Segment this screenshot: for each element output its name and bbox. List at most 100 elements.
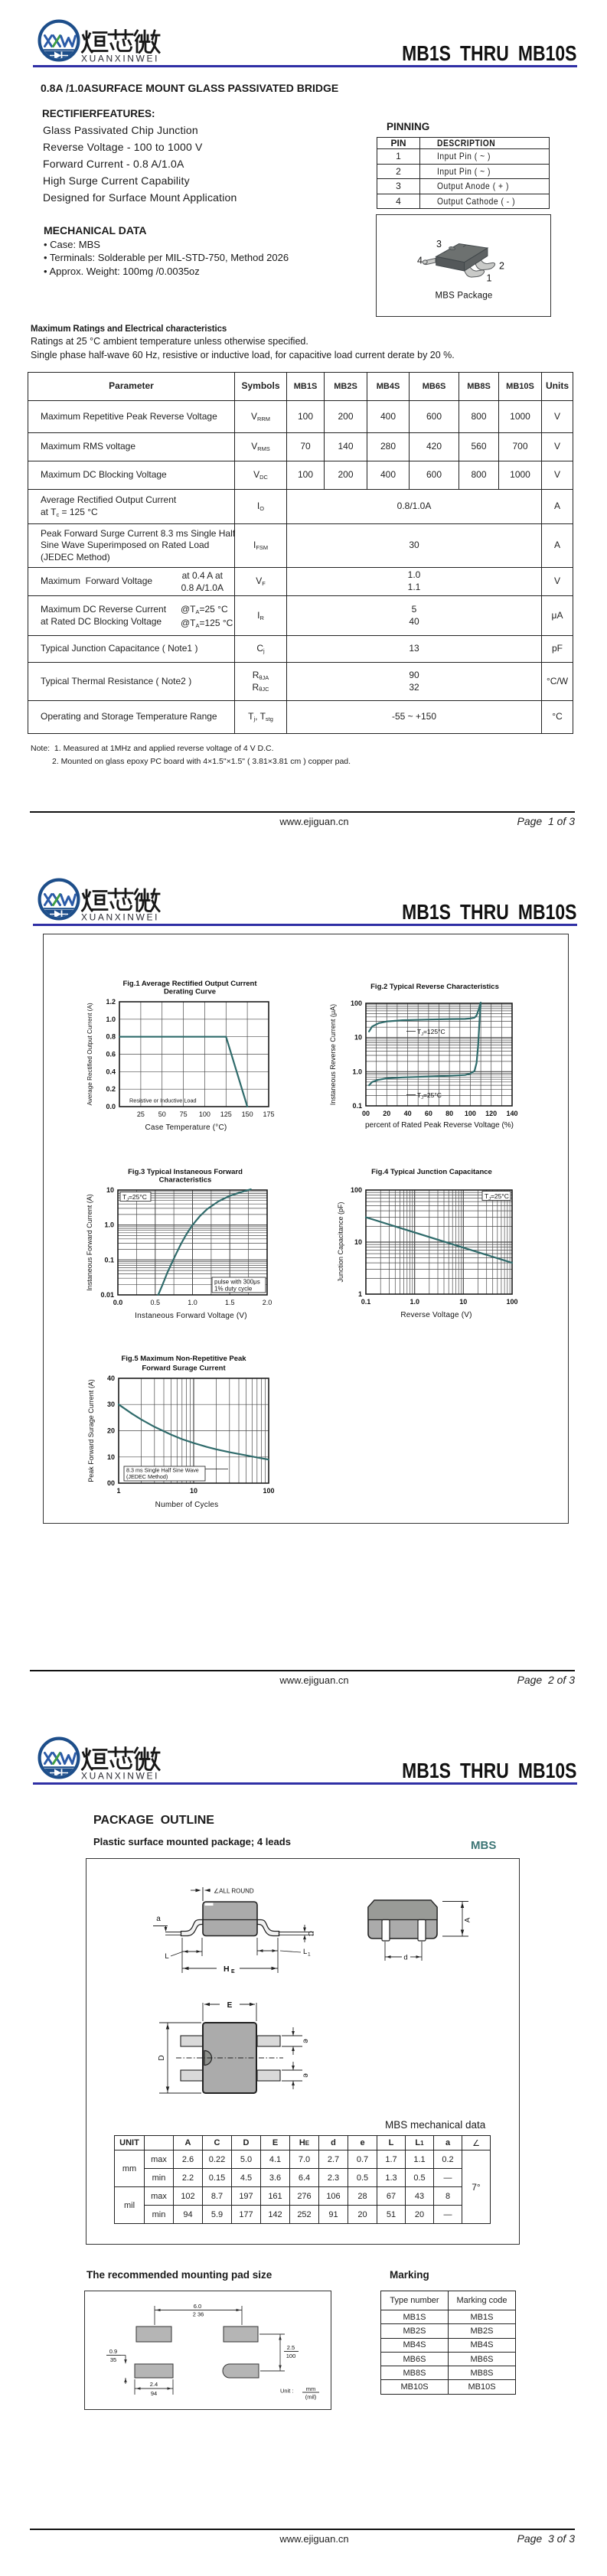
svg-text:1: 1	[308, 1952, 311, 1958]
svg-text:10: 10	[459, 1298, 467, 1306]
svg-text:0.6: 0.6	[106, 1051, 116, 1058]
svg-text:20: 20	[107, 1427, 115, 1435]
svg-text:10: 10	[106, 1186, 114, 1194]
svg-text:Fig.5 Maximum Non-Repetitive: Fig.5 Maximum Non-Repetitive Peak	[121, 1355, 246, 1363]
svg-text:50: 50	[158, 1110, 166, 1118]
svg-text:0.01: 0.01	[100, 1291, 114, 1299]
svg-text:Unit :: Unit :	[280, 2388, 294, 2395]
svg-text:100: 100	[199, 1110, 210, 1118]
svg-text:0.4: 0.4	[106, 1068, 116, 1075]
svg-text:pulse with 300μs: pulse with 300μs	[214, 1279, 260, 1286]
svg-text:Average Rectified Output Curre: Average Rectified Output Current (A)	[86, 1003, 93, 1105]
svg-text:TJ=25°C: TJ=25°C	[417, 1091, 442, 1101]
svg-text:1% duty cycle: 1% duty cycle	[214, 1286, 253, 1293]
svg-text:d: d	[403, 1954, 407, 1962]
svg-text:35: 35	[110, 2356, 116, 2363]
svg-text:20: 20	[383, 1110, 390, 1117]
svg-text:100: 100	[263, 1487, 274, 1495]
svg-text:MBS Package: MBS Package	[435, 292, 492, 301]
svg-text:Forward Surage Current: Forward Surage Current	[142, 1365, 226, 1373]
svg-text:1.2: 1.2	[106, 998, 116, 1006]
svg-text:Fig.3 Typical Instaneous Forw: Fig.3 Typical Instaneous Forward	[128, 1168, 243, 1176]
svg-text:E: E	[227, 2001, 233, 2010]
svg-text:Derating Curve: Derating Curve	[164, 988, 216, 996]
svg-text:2 36: 2 36	[193, 2311, 204, 2318]
svg-text:XUANXINWEI: XUANXINWEI	[81, 54, 159, 64]
svg-text:150: 150	[242, 1110, 253, 1118]
svg-text:XUANXINWEI: XUANXINWEI	[81, 912, 159, 923]
svg-text:Fig.2 Typical Reverse Charact: Fig.2 Typical Reverse Characteristics	[370, 983, 499, 991]
svg-text:1.0: 1.0	[410, 1298, 419, 1306]
svg-text:2.5: 2.5	[287, 2344, 295, 2351]
svg-text:0.1: 0.1	[361, 1298, 371, 1306]
svg-text:140: 140	[506, 1110, 517, 1117]
svg-text:(mil): (mil)	[305, 2394, 317, 2401]
svg-text:L: L	[165, 1952, 168, 1961]
svg-text:Peak Forward Surage Current (A: Peak Forward Surage Current (A)	[87, 1379, 95, 1482]
svg-text:10: 10	[107, 1453, 115, 1461]
svg-text:94: 94	[151, 2390, 157, 2397]
svg-text:3: 3	[436, 239, 442, 249]
svg-text:C: C	[306, 1931, 315, 1936]
svg-text:60: 60	[425, 1110, 432, 1117]
svg-text:25: 25	[137, 1110, 145, 1118]
svg-text:Characteristics: Characteristics	[159, 1176, 212, 1185]
svg-text:1.5: 1.5	[225, 1299, 235, 1306]
svg-text:0.8: 0.8	[106, 1033, 116, 1041]
svg-text:Case Temperature (°C): Case Temperature (°C)	[145, 1123, 227, 1132]
svg-text:120: 120	[485, 1110, 497, 1117]
svg-text:Instaneous Forward Voltage (V): Instaneous Forward Voltage (V)	[135, 1312, 247, 1320]
svg-text:1: 1	[116, 1487, 120, 1495]
svg-text:a: a	[156, 1915, 161, 1923]
svg-text:L: L	[303, 1948, 307, 1956]
svg-text:1: 1	[487, 273, 492, 284]
svg-text:TJ=25°C: TJ=25°C	[485, 1192, 509, 1202]
svg-text:E: E	[231, 1969, 235, 1974]
svg-text:e: e	[302, 2039, 310, 2043]
svg-text:100: 100	[351, 999, 362, 1007]
svg-text:2: 2	[499, 261, 504, 272]
svg-text:D: D	[158, 2055, 166, 2060]
svg-text:80: 80	[445, 1110, 453, 1117]
svg-text:Fig.4 Typical Junction Capaci: Fig.4 Typical Junction Capacitance	[371, 1168, 492, 1176]
svg-text:XUANXINWEI: XUANXINWEI	[81, 1771, 159, 1782]
svg-text:30: 30	[107, 1400, 115, 1408]
svg-text:100: 100	[506, 1298, 517, 1306]
svg-text:0.0: 0.0	[106, 1103, 116, 1110]
svg-text:8.3 ms Single Half Sine Wave: 8.3 ms Single Half Sine Wave	[126, 1467, 199, 1474]
svg-text:10: 10	[190, 1487, 197, 1495]
svg-text:Number of Cycles: Number of Cycles	[155, 1501, 219, 1509]
svg-text:Instaneous Forward Current (A): Instaneous Forward Current (A)	[86, 1194, 93, 1291]
svg-text:1.0: 1.0	[104, 1221, 114, 1229]
svg-text:100: 100	[351, 1186, 362, 1194]
svg-text:0.0: 0.0	[113, 1299, 123, 1306]
svg-text:percent of Rated Peak Reverse: percent of Rated Peak Reverse Voltage (%…	[365, 1121, 514, 1130]
svg-text:H: H	[224, 1965, 230, 1974]
svg-text:100: 100	[286, 2353, 296, 2359]
svg-text:mm: mm	[306, 2385, 316, 2392]
svg-text:175: 175	[263, 1110, 274, 1118]
svg-text:40: 40	[404, 1110, 412, 1117]
svg-text:Junction Capacitance (pF): Junction Capacitance (pF)	[337, 1202, 344, 1282]
svg-text:Instaneous Reverse Current (μ: Instaneous Reverse Current (μA)	[329, 1004, 337, 1105]
svg-text:∠ALL ROUND: ∠ALL ROUND	[214, 1888, 254, 1895]
svg-text:1: 1	[358, 1290, 362, 1298]
svg-text:2.0: 2.0	[263, 1299, 272, 1306]
svg-text:0.2: 0.2	[106, 1085, 116, 1093]
svg-text:100: 100	[465, 1110, 476, 1117]
svg-text:(JEDEC Method): (JEDEC Method)	[126, 1473, 168, 1480]
svg-text:0.1: 0.1	[352, 1102, 362, 1110]
svg-text:2.4: 2.4	[150, 2381, 158, 2388]
svg-text:75: 75	[180, 1110, 188, 1118]
svg-text:1.0: 1.0	[106, 1016, 116, 1023]
svg-text:Resistive or Inductive Load: Resistive or Inductive Load	[129, 1097, 197, 1104]
svg-text:A: A	[464, 1917, 472, 1922]
svg-text:125: 125	[220, 1110, 232, 1118]
svg-text:Reverse Voltage (V): Reverse Voltage (V)	[400, 1311, 472, 1319]
svg-text:10: 10	[354, 1034, 362, 1042]
svg-text:1.0: 1.0	[188, 1299, 197, 1306]
svg-text:TJ=125°C: TJ=125°C	[417, 1028, 445, 1037]
svg-text:0.5: 0.5	[151, 1299, 161, 1306]
svg-text:e: e	[302, 2073, 310, 2078]
svg-text:4: 4	[417, 256, 423, 266]
